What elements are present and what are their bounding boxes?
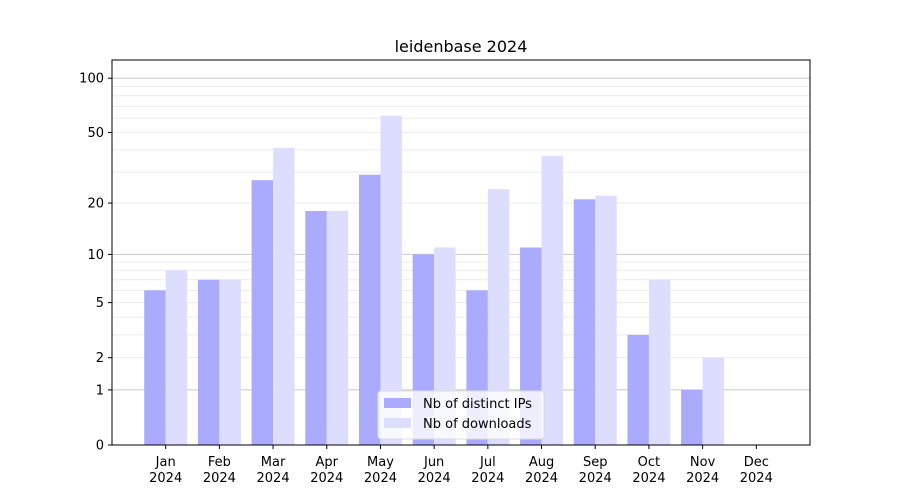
y-tick-label: 2 (96, 351, 104, 366)
y-tick-label: 20 (87, 197, 104, 212)
x-tick-label: Mar 2024 (257, 455, 290, 486)
bar-distinct-ips (573, 199, 596, 445)
legend-box (377, 390, 545, 440)
bar-downloads (487, 189, 510, 445)
legend-label: Nb of downloads (423, 417, 532, 432)
x-tick-label: Dec 2024 (740, 455, 773, 486)
x-tick-label: May 2024 (364, 455, 397, 486)
y-tick-label: 5 (96, 296, 104, 311)
bar-distinct-ips (358, 174, 381, 445)
bar-downloads (648, 279, 671, 445)
y-tick-label: 0 (96, 439, 104, 454)
bar-distinct-ips (144, 290, 166, 445)
bar-downloads (219, 279, 241, 445)
bar-downloads (326, 210, 349, 445)
bar-downloads (541, 155, 564, 445)
x-tick-label: Jan 2024 (149, 455, 182, 486)
x-tick-label: Oct 2024 (632, 455, 665, 486)
x-tick-label: Sep 2024 (579, 455, 612, 486)
y-tick-label: 10 (87, 248, 104, 263)
y-axis: 0 1 2 5 10 20 50 100 (79, 72, 112, 454)
y-tick-label: 1 (96, 383, 104, 398)
x-tick-label: Jul 2024 (471, 455, 504, 486)
bar-distinct-ips (305, 210, 327, 445)
x-axis: Jan 2024 Feb 2024 Mar 2024 Apr 2024 May 2024 Jun 20… (149, 445, 773, 486)
x-tick-label: Apr 2024 (310, 455, 343, 486)
x-tick-label: Jun 2024 (418, 455, 451, 486)
x-tick-label: Feb 2024 (203, 455, 236, 486)
x-tick-label: Aug 2024 (525, 455, 558, 486)
legend: Nb of distinct IPs Nb of downloads (377, 390, 545, 440)
bar-distinct-ips (627, 334, 649, 445)
bar-downloads (595, 195, 617, 445)
legend-swatch (384, 418, 411, 428)
bar-distinct-ips (251, 180, 274, 445)
bar-downloads (702, 357, 725, 445)
x-tick-label: Nov 2024 (686, 455, 719, 486)
legend-label: Nb of distinct IPs (423, 397, 532, 412)
bar-downloads (380, 115, 402, 445)
bars (144, 115, 725, 445)
bar-downloads (165, 270, 188, 445)
bar-distinct-ips (681, 389, 703, 445)
legend-swatch (384, 398, 411, 408)
y-tick-label: 50 (87, 126, 104, 141)
chart-title: leidenbase 2024 (395, 37, 528, 56)
bar-downloads (273, 147, 295, 445)
plot-frame (111, 59, 811, 446)
y-tick-label: 100 (79, 72, 104, 87)
bar-distinct-ips (197, 279, 220, 445)
